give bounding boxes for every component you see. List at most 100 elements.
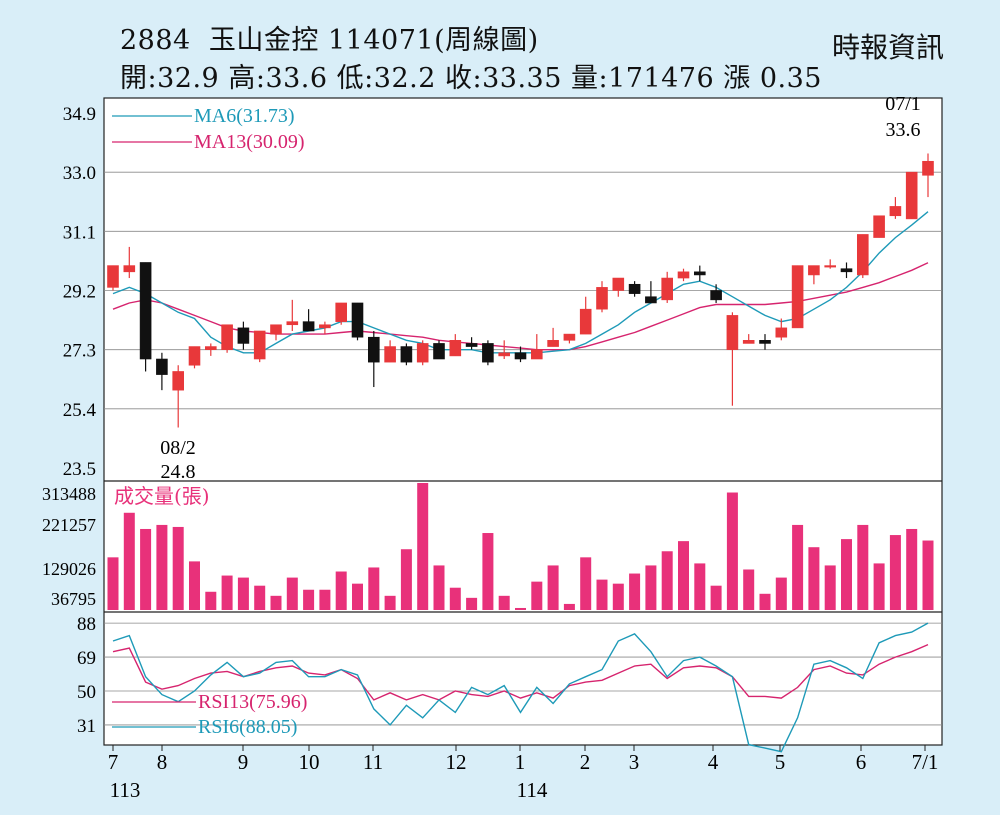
candle-body	[351, 302, 364, 338]
volume-bar	[792, 524, 804, 610]
candle-body	[628, 283, 641, 294]
change-value: 0.35	[759, 63, 822, 94]
x-year-label: 113	[110, 778, 141, 802]
open-label: 開:	[120, 63, 158, 94]
x-year-label: 114	[517, 778, 548, 802]
volume-bar	[547, 565, 559, 610]
candle-body	[775, 327, 788, 338]
price-tick-label: 23.5	[63, 459, 96, 480]
volume-bar	[189, 561, 200, 610]
volume-bar	[629, 573, 641, 610]
low-label: 低:	[336, 63, 374, 94]
volume-bar	[498, 595, 510, 610]
volume-bar	[694, 563, 706, 610]
candle-body	[286, 321, 299, 326]
volume-bar	[237, 577, 249, 610]
x-month-label: 10	[299, 750, 320, 774]
chart-kind: (周線圖)	[434, 25, 539, 56]
volume-tick-label: 313488	[42, 484, 96, 504]
volume-bar	[710, 585, 722, 610]
volume-bar	[563, 603, 575, 610]
price-tick-label: 31.1	[63, 222, 96, 243]
volume-bar	[466, 597, 478, 610]
volume-bar	[417, 483, 429, 610]
candle-body	[367, 336, 380, 363]
price-tick-label: 27.3	[63, 341, 96, 362]
open-value: 32.9	[157, 63, 220, 94]
volume-bar	[156, 524, 168, 610]
legend-label: MA13(30.09)	[194, 131, 305, 153]
volume-bar	[531, 581, 543, 610]
x-month-label: 2	[580, 750, 591, 774]
volume-bar	[205, 591, 217, 610]
x-month-label: 12	[446, 750, 467, 774]
candle-body	[612, 277, 625, 291]
candle-body	[645, 296, 657, 304]
volume-bar	[857, 524, 869, 610]
volume-bar	[172, 526, 184, 610]
volume-label: 量:	[570, 63, 609, 94]
candle-body	[253, 330, 266, 360]
x-month-label: 1	[515, 750, 526, 774]
candle-body	[335, 302, 348, 322]
candle-body	[302, 321, 315, 332]
volume-bar	[661, 551, 673, 610]
x-month-label: 11	[363, 750, 383, 774]
volume-tick-label: 221257	[42, 515, 96, 535]
volume-bar	[743, 569, 755, 610]
candle-body	[840, 268, 853, 273]
price-tick-label: 25.4	[63, 400, 97, 421]
candle-body	[563, 333, 576, 341]
volume-bar	[645, 565, 657, 610]
volume-bar	[270, 595, 282, 610]
candle-body	[270, 324, 282, 335]
candle-body	[514, 352, 527, 360]
candle-body	[579, 308, 592, 335]
chart-title-line: 2884 玉山金控 114071(周線圖)	[120, 18, 539, 57]
candle-body	[905, 171, 918, 220]
candle-body	[824, 265, 837, 268]
rsi-tick-label: 88	[77, 614, 96, 635]
volume-bar	[678, 541, 689, 610]
volume-bar	[906, 528, 918, 610]
candle-body	[188, 346, 201, 366]
volume-bar	[107, 557, 119, 610]
candle-body	[498, 352, 511, 357]
volume-bar	[352, 583, 363, 610]
volume-bar	[303, 589, 315, 610]
volume-tick-label: 129026	[42, 559, 96, 579]
legend-label: MA6(31.73)	[194, 105, 295, 127]
x-month-label: 3	[629, 750, 640, 774]
volume-bar	[726, 492, 738, 610]
close-label: 收:	[444, 63, 483, 94]
rsi6-line	[112, 622, 929, 753]
ohlc-summary-line: 開:32.9 高:33.6 低:32.2 收:33.35 量:171476 漲 …	[120, 56, 822, 95]
x-month-label: 9	[238, 750, 249, 774]
data-source-label: 時報資訊	[831, 31, 944, 64]
candle-body	[791, 265, 804, 329]
volume-bar	[368, 567, 380, 610]
volume-bar	[221, 575, 233, 610]
volume-bar	[759, 593, 771, 610]
candle-body	[139, 262, 152, 360]
volume-value: 171476	[608, 63, 715, 94]
candle-body	[107, 265, 119, 288]
date-code: 114071	[327, 25, 435, 56]
high-annotation-date: 07/1	[885, 93, 921, 115]
x-month-label: 8	[157, 750, 168, 774]
volume-bar	[889, 535, 901, 610]
plot-frame	[103, 97, 943, 746]
volume-bar	[808, 547, 820, 610]
price-tick-label: 29.2	[63, 282, 96, 303]
candle-body	[742, 340, 755, 344]
volume-bar	[612, 583, 624, 610]
low-annotation-date: 08/2	[160, 437, 196, 459]
high-annotation-value: 33.6	[886, 119, 921, 141]
volume-bar	[286, 577, 298, 610]
volume-bar	[433, 565, 445, 610]
candle-body	[416, 343, 429, 363]
rsi-tick-label: 50	[77, 682, 96, 703]
volume-bar	[140, 528, 152, 610]
volume-bar	[841, 539, 852, 610]
